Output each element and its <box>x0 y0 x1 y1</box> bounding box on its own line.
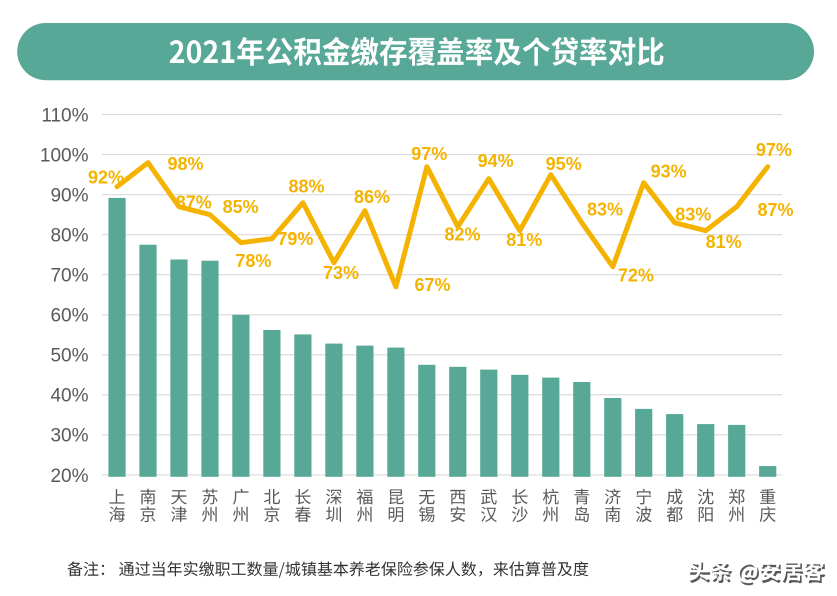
svg-text:50%: 50% <box>50 346 88 367</box>
svg-text:82%: 82% <box>444 225 480 245</box>
svg-text:30%: 30% <box>50 426 88 447</box>
svg-text:60%: 60% <box>50 306 88 327</box>
svg-text:93%: 93% <box>651 161 687 181</box>
svg-text:85%: 85% <box>223 197 259 217</box>
svg-text:67%: 67% <box>414 275 450 295</box>
svg-text:88%: 88% <box>288 177 324 197</box>
svg-text:78%: 78% <box>235 251 271 271</box>
svg-text:20%: 20% <box>50 466 88 487</box>
svg-text:72%: 72% <box>618 266 654 286</box>
svg-text:73%: 73% <box>323 263 359 283</box>
svg-text:70%: 70% <box>50 266 88 287</box>
svg-text:83%: 83% <box>587 200 623 220</box>
svg-text:95%: 95% <box>546 154 582 174</box>
svg-text:87%: 87% <box>757 200 793 220</box>
svg-text:98%: 98% <box>167 154 203 174</box>
svg-text:87%: 87% <box>176 193 212 213</box>
svg-text:80%: 80% <box>50 226 88 247</box>
svg-text:97%: 97% <box>756 140 792 160</box>
svg-text:86%: 86% <box>354 187 390 207</box>
svg-text:83%: 83% <box>675 204 711 224</box>
svg-text:110%: 110% <box>41 106 88 127</box>
svg-text:97%: 97% <box>411 144 447 164</box>
svg-text:100%: 100% <box>40 146 89 167</box>
svg-text:92%: 92% <box>88 168 124 188</box>
svg-text:40%: 40% <box>50 386 88 407</box>
svg-text:81%: 81% <box>506 230 542 250</box>
svg-text:79%: 79% <box>277 229 313 249</box>
svg-text:90%: 90% <box>50 186 88 207</box>
svg-text:81%: 81% <box>706 232 742 252</box>
svg-text:94%: 94% <box>478 151 514 171</box>
